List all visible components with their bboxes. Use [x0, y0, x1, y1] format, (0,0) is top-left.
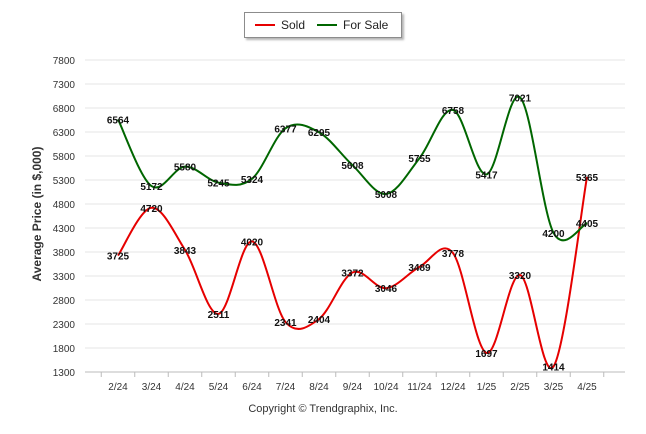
for-sale-data-label: 4405 [576, 219, 599, 230]
y-tick-label: 6800 [53, 104, 76, 115]
sold-data-label: 3046 [375, 284, 398, 295]
for-sale-data-label: 5608 [341, 161, 364, 172]
sold-data-label: 3778 [442, 249, 465, 260]
sold-data-label: 2404 [308, 315, 331, 326]
x-tick-label: 3/25 [544, 382, 564, 393]
for-sale-data-label: 6758 [442, 106, 465, 117]
y-tick-label: 1800 [53, 344, 76, 355]
for-sale-data-label: 5172 [140, 182, 163, 193]
y-tick-label: 5300 [53, 176, 76, 187]
sold-data-label: 3489 [408, 263, 431, 274]
x-tick-label: 8/24 [309, 382, 329, 393]
for-sale-data-label: 6377 [274, 124, 297, 135]
for-sale-data-label: 5008 [375, 190, 398, 201]
for-sale-series-line [117, 95, 588, 242]
y-axis-ticks: 1300 1800 2300 2800 3300 3800 4300 4800 5300 5800… [53, 56, 76, 379]
grid-lines [85, 59, 625, 373]
sold-data-label: 4020 [241, 237, 264, 248]
y-tick-label: 3300 [53, 272, 76, 283]
x-axis-ticks: 2/24 3/24 4/24 5/24 6/24 7/24 8/24 9/24 10/24 11/… [100, 372, 605, 393]
x-tick-label: 9/24 [343, 382, 363, 393]
y-tick-label: 4300 [53, 224, 76, 235]
x-tick-label: 12/24 [440, 382, 465, 393]
y-tick-label: 7300 [53, 80, 76, 91]
sold-data-label: 1697 [475, 349, 498, 360]
y-tick-label: 1300 [53, 368, 76, 379]
sold-data-label: 3372 [341, 269, 364, 280]
y-axis-label: Average Price (in $,000) [30, 147, 44, 282]
sold-data-label: 3843 [174, 246, 197, 257]
x-tick-label: 2/25 [510, 382, 530, 393]
for-sale-data-label: 5417 [475, 170, 498, 181]
y-tick-label: 7800 [53, 56, 76, 67]
x-tick-label: 4/25 [577, 382, 597, 393]
data-labels: 3725 4720 3843 2511 4020 2341 2404 3372 3046 3489… [107, 93, 599, 373]
y-tick-label: 3800 [53, 248, 76, 259]
for-sale-data-label: 6295 [308, 128, 331, 139]
for-sale-data-label: 5324 [241, 175, 264, 186]
x-tick-label: 1/25 [477, 382, 497, 393]
sold-data-label: 1414 [542, 363, 565, 374]
sold-series-line [117, 176, 588, 370]
x-tick-label: 2/24 [108, 382, 128, 393]
legend-for-sale-label: For Sale [343, 18, 389, 32]
for-sale-legend-swatch [317, 24, 337, 26]
for-sale-data-label: 7021 [509, 93, 532, 104]
y-tick-label: 6300 [53, 128, 76, 139]
sold-data-label: 4720 [140, 204, 163, 215]
y-tick-label: 5800 [53, 152, 76, 163]
sold-data-label: 3320 [509, 271, 532, 282]
copyright-footer: Copyright © Trendgraphix, Inc. [248, 403, 398, 415]
legend: Sold For Sale [244, 12, 402, 38]
x-tick-label: 10/24 [373, 382, 398, 393]
x-tick-label: 6/24 [242, 382, 262, 393]
series-lines [117, 95, 588, 370]
sold-data-label: 2341 [274, 318, 297, 329]
sold-data-label: 2511 [208, 310, 230, 321]
y-tick-label: 2300 [53, 320, 76, 331]
sold-data-label: 5365 [576, 173, 599, 184]
for-sale-data-label: 6564 [107, 115, 130, 126]
legend-sold-label: Sold [281, 18, 306, 32]
x-tick-label: 5/24 [209, 382, 229, 393]
for-sale-data-label: 4200 [542, 229, 565, 240]
x-tick-label: 4/24 [175, 382, 195, 393]
x-tick-label: 11/24 [407, 382, 432, 393]
sold-data-label: 3725 [107, 252, 130, 263]
y-tick-label: 4800 [53, 200, 76, 211]
for-sale-data-label: 5245 [207, 179, 230, 190]
x-tick-label: 7/24 [276, 382, 296, 393]
for-sale-data-label: 5755 [408, 154, 431, 165]
sold-legend-swatch [255, 24, 275, 26]
y-tick-label: 2800 [53, 296, 76, 307]
for-sale-data-label: 5580 [174, 163, 197, 174]
x-tick-label: 3/24 [142, 382, 162, 393]
